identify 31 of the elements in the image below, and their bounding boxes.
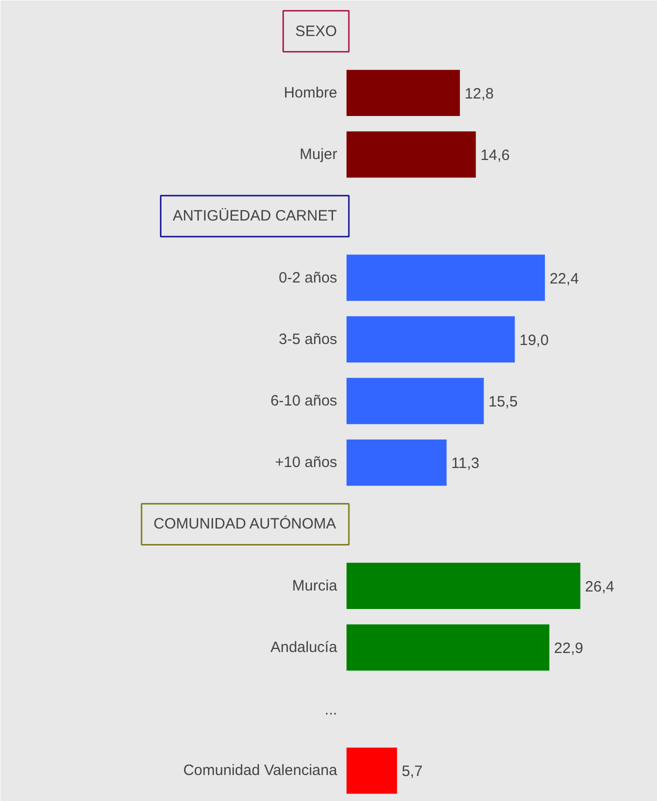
bar <box>346 254 545 301</box>
y-tick-label: ANTIGÜEDAD CARNET <box>172 208 337 225</box>
bar <box>346 440 447 486</box>
y-tick-label: Mujer <box>300 146 338 164</box>
y-tick-label: ... <box>324 702 338 719</box>
bar <box>346 624 550 671</box>
data-label: 11,3 <box>451 455 480 472</box>
bar <box>346 562 580 609</box>
data-label: 22,9 <box>554 640 584 657</box>
data-label: 15,5 <box>488 394 518 410</box>
data-label: 14,6 <box>480 147 510 164</box>
data-label: 12,8 <box>464 85 494 102</box>
y-tick-label: 0-2 años <box>278 269 338 286</box>
data-label: 22,4 <box>550 270 579 288</box>
y-tick-label: 6-10 años <box>270 392 338 410</box>
data-label: 5,7 <box>402 763 423 780</box>
bar <box>346 378 484 424</box>
y-tick-label: 3-5 años <box>278 330 338 348</box>
bar <box>346 748 398 794</box>
data-label: 26,4 <box>585 578 614 596</box>
bar <box>346 131 476 178</box>
y-tick-label: Comunidad Valenciana <box>183 762 338 780</box>
bar <box>346 316 515 362</box>
y-tick-label: COMUNIDAD AUTÓNOMA <box>154 514 336 533</box>
y-tick-label: SEXO <box>295 22 337 40</box>
y-tick-label: Hombre <box>284 84 338 102</box>
bar <box>346 70 460 116</box>
y-tick-label: Andalucía <box>270 638 338 656</box>
y-tick-label: +10 años <box>275 454 338 472</box>
y-tick-label: Murcia <box>292 577 338 594</box>
data-label: 19,0 <box>519 332 549 349</box>
